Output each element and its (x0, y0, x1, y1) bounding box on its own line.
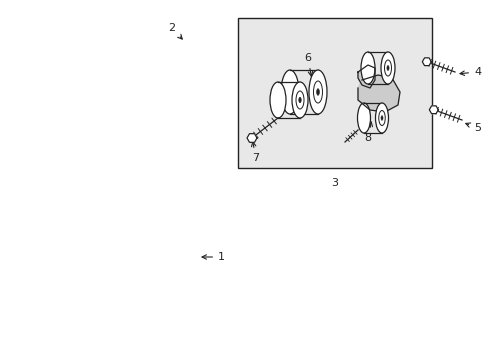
Polygon shape (246, 134, 257, 142)
Ellipse shape (360, 52, 374, 84)
Text: 5: 5 (465, 123, 480, 133)
Ellipse shape (384, 60, 391, 76)
Ellipse shape (298, 97, 301, 103)
Bar (238, 18, 431, 168)
Ellipse shape (357, 103, 370, 133)
Polygon shape (357, 75, 399, 112)
Ellipse shape (386, 66, 388, 71)
Polygon shape (428, 106, 437, 114)
Polygon shape (422, 58, 430, 66)
Ellipse shape (313, 81, 322, 103)
Ellipse shape (375, 103, 387, 133)
Ellipse shape (269, 82, 285, 118)
Text: 6: 6 (304, 53, 312, 76)
Text: 7: 7 (251, 142, 259, 163)
Text: 8: 8 (364, 122, 372, 143)
Ellipse shape (295, 91, 304, 109)
Ellipse shape (281, 70, 298, 114)
Polygon shape (357, 65, 374, 88)
Text: 3: 3 (331, 178, 338, 188)
Ellipse shape (291, 82, 307, 118)
Ellipse shape (308, 70, 326, 114)
Ellipse shape (378, 111, 385, 126)
Ellipse shape (316, 89, 319, 95)
Text: 2: 2 (168, 23, 182, 39)
Text: 4: 4 (459, 67, 480, 77)
Text: 1: 1 (202, 252, 224, 262)
Ellipse shape (380, 116, 382, 120)
Ellipse shape (380, 52, 394, 84)
